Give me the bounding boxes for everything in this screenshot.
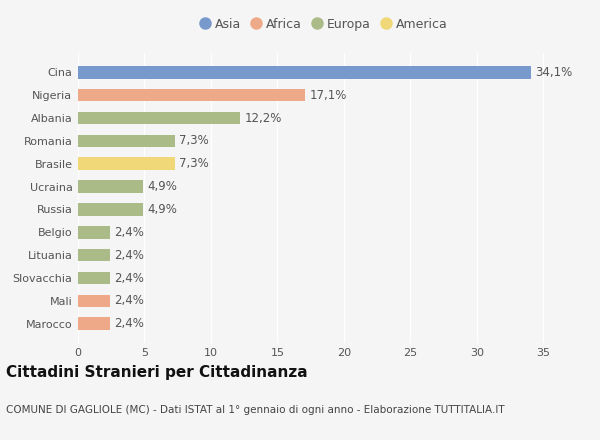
Bar bbox=[78, 180, 143, 193]
Text: 4,9%: 4,9% bbox=[147, 203, 177, 216]
Bar bbox=[78, 66, 532, 79]
Text: 17,1%: 17,1% bbox=[310, 88, 347, 102]
Text: Cittadini Stranieri per Cittadinanza: Cittadini Stranieri per Cittadinanza bbox=[6, 365, 308, 380]
Bar bbox=[78, 294, 110, 307]
Bar bbox=[78, 112, 240, 124]
Text: 2,4%: 2,4% bbox=[114, 294, 144, 308]
Text: 2,4%: 2,4% bbox=[114, 317, 144, 330]
Bar bbox=[78, 158, 175, 170]
Text: 4,9%: 4,9% bbox=[147, 180, 177, 193]
Text: 34,1%: 34,1% bbox=[535, 66, 572, 79]
Bar bbox=[78, 249, 110, 261]
Text: 12,2%: 12,2% bbox=[244, 111, 281, 125]
Text: 2,4%: 2,4% bbox=[114, 249, 144, 262]
Text: 2,4%: 2,4% bbox=[114, 271, 144, 285]
Bar bbox=[78, 226, 110, 238]
Bar bbox=[78, 89, 305, 102]
Bar bbox=[78, 317, 110, 330]
Text: 7,3%: 7,3% bbox=[179, 157, 209, 170]
Bar bbox=[78, 272, 110, 284]
Text: 2,4%: 2,4% bbox=[114, 226, 144, 239]
Bar bbox=[78, 203, 143, 216]
Bar bbox=[78, 135, 175, 147]
Legend: Asia, Africa, Europa, America: Asia, Africa, Europa, America bbox=[200, 18, 448, 31]
Text: COMUNE DI GAGLIOLE (MC) - Dati ISTAT al 1° gennaio di ogni anno - Elaborazione T: COMUNE DI GAGLIOLE (MC) - Dati ISTAT al … bbox=[6, 405, 505, 415]
Text: 7,3%: 7,3% bbox=[179, 134, 209, 147]
